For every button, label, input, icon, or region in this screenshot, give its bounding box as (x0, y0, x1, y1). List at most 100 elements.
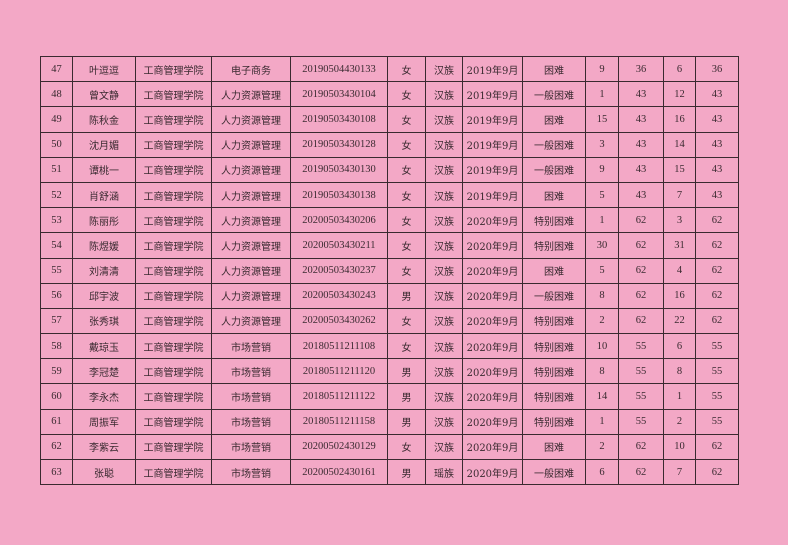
gender: 女 (387, 232, 426, 259)
difficulty-level: 一般困难 (522, 282, 586, 309)
major: 人力资源管理 (211, 106, 291, 133)
gender: 男 (387, 358, 426, 385)
difficulty-level: 特别困难 (522, 232, 586, 259)
ethnicity: 汉族 (425, 232, 463, 259)
major: 人力资源管理 (211, 207, 291, 234)
value-4: 55 (695, 383, 739, 410)
student-name: 李紫云 (72, 433, 136, 461)
student-id: 20190503430108 (290, 106, 388, 133)
value-1: 14 (585, 383, 619, 410)
gender: 女 (387, 333, 426, 360)
table-row: 57 张秀琪 工商管理学院 人力资源管理 20200503430262 女汉族 2020年9… (40, 307, 739, 335)
student-name: 谭桃一 (72, 156, 136, 183)
value-4: 43 (695, 106, 739, 133)
gender: 男 (387, 383, 426, 410)
enrollment-date: 2020年9月 (462, 207, 523, 234)
student-name: 叶逗逗 (72, 55, 136, 83)
value-3: 3 (663, 207, 696, 234)
value-1: 3 (585, 131, 619, 158)
value-1: 2 (585, 307, 619, 335)
enrollment-date: 2019年9月 (462, 131, 523, 158)
ethnicity: 汉族 (425, 207, 463, 234)
table-body: 47 叶逗逗 工商管理学院 电子商务 20190504430133 女汉族 2019年9月困… (40, 55, 739, 486)
student-name: 李永杰 (72, 383, 136, 410)
enrollment-date: 2020年9月 (462, 333, 523, 360)
student-id: 20200503430211 (290, 232, 388, 259)
difficulty-level: 特别困难 (522, 358, 586, 385)
student-name: 陈煜媛 (72, 232, 136, 259)
student-name: 邱宇波 (72, 282, 136, 309)
value-2: 62 (618, 307, 664, 335)
student-name: 张秀琪 (72, 307, 136, 335)
student-name: 肖舒涵 (72, 181, 136, 209)
ethnicity: 汉族 (425, 282, 463, 309)
college: 工商管理学院 (135, 358, 212, 385)
enrollment-date: 2020年9月 (462, 282, 523, 309)
difficulty-level: 一般困难 (522, 81, 586, 108)
student-name: 陈丽彤 (72, 207, 136, 234)
difficulty-level: 困难 (522, 55, 586, 83)
value-1: 8 (585, 358, 619, 385)
table-row: 60 李永杰 工商管理学院 市场营销 20180511211122 男汉族 2020年9月特… (40, 383, 739, 410)
value-3: 31 (663, 232, 696, 259)
value-4: 62 (695, 207, 739, 234)
student-id: 20190503430104 (290, 81, 388, 108)
value-4: 62 (695, 232, 739, 259)
college: 工商管理学院 (135, 307, 212, 335)
college: 工商管理学院 (135, 207, 212, 234)
college: 工商管理学院 (135, 156, 212, 183)
ethnicity: 汉族 (425, 156, 463, 183)
value-2: 62 (618, 207, 664, 234)
ethnicity: 汉族 (425, 333, 463, 360)
value-1: 8 (585, 282, 619, 309)
ethnicity: 汉族 (425, 131, 463, 158)
difficulty-level: 一般困难 (522, 131, 586, 158)
major: 人力资源管理 (211, 81, 291, 108)
difficulty-level: 困难 (522, 181, 586, 209)
row-index: 48 (40, 81, 73, 108)
value-4: 62 (695, 458, 739, 486)
value-1: 5 (585, 257, 619, 284)
student-id: 20200502430161 (290, 458, 388, 486)
college: 工商管理学院 (135, 458, 212, 486)
student-id: 20180511211122 (290, 383, 388, 410)
gender: 女 (387, 106, 426, 133)
difficulty-level: 困难 (522, 106, 586, 133)
gender: 女 (387, 207, 426, 234)
ethnicity: 汉族 (425, 383, 463, 410)
student-id: 20190503430130 (290, 156, 388, 183)
value-2: 43 (618, 106, 664, 133)
student-id: 20190503430128 (290, 131, 388, 158)
row-index: 50 (40, 131, 73, 158)
difficulty-level: 特别困难 (522, 408, 586, 435)
row-index: 60 (40, 383, 73, 410)
enrollment-date: 2020年9月 (462, 358, 523, 385)
student-id: 20180511211158 (290, 408, 388, 435)
gender: 女 (387, 156, 426, 183)
value-3: 22 (663, 307, 696, 335)
value-4: 55 (695, 358, 739, 385)
value-2: 62 (618, 282, 664, 309)
college: 工商管理学院 (135, 383, 212, 410)
student-name: 陈秋金 (72, 106, 136, 133)
table-row: 48 曾文静 工商管理学院 人力资源管理 20190503430104 女汉族 2019年9… (40, 81, 739, 108)
table-row: 47 叶逗逗 工商管理学院 电子商务 20190504430133 女汉族 2019年9月困… (40, 55, 739, 83)
value-1: 5 (585, 181, 619, 209)
table-row: 55 刘清清 工商管理学院 人力资源管理 20200503430237 女汉族 2020年9… (40, 257, 739, 284)
major: 人力资源管理 (211, 232, 291, 259)
college: 工商管理学院 (135, 131, 212, 158)
college: 工商管理学院 (135, 181, 212, 209)
major: 人力资源管理 (211, 282, 291, 309)
value-1: 1 (585, 81, 619, 108)
enrollment-date: 2020年9月 (462, 458, 523, 486)
row-index: 52 (40, 181, 73, 209)
table-row: 59 李冠楚 工商管理学院 市场营销 20180511211120 男汉族 2020年9月特… (40, 358, 739, 385)
value-4: 62 (695, 257, 739, 284)
difficulty-level: 困难 (522, 433, 586, 461)
value-1: 30 (585, 232, 619, 259)
college: 工商管理学院 (135, 333, 212, 360)
value-1: 15 (585, 106, 619, 133)
table-row: 54 陈煜媛 工商管理学院 人力资源管理 20200503430211 女汉族 2020年9… (40, 232, 739, 259)
value-1: 2 (585, 433, 619, 461)
row-index: 57 (40, 307, 73, 335)
